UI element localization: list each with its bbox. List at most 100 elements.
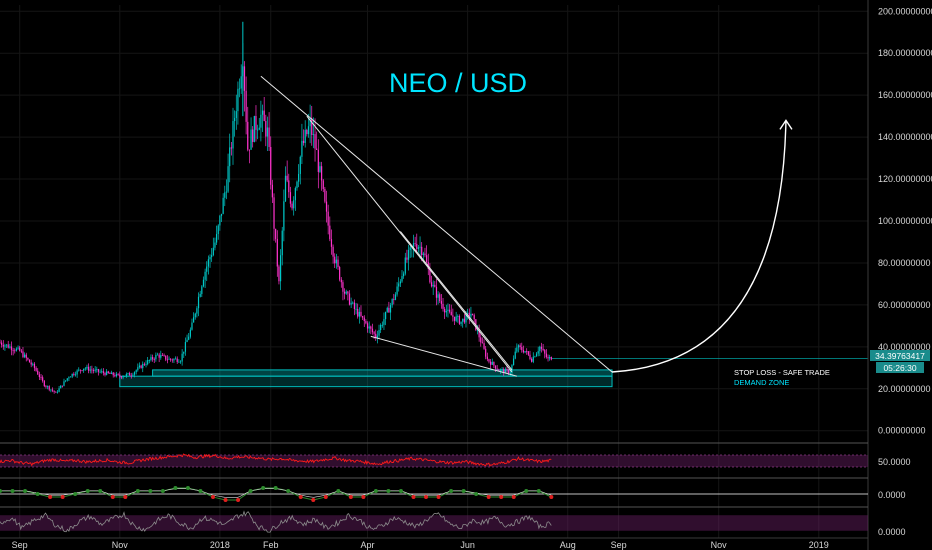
candle-body (279, 255, 282, 282)
candle-body (188, 336, 190, 340)
candle-body (478, 329, 480, 338)
candle-body (508, 369, 510, 374)
price-tick-label: 180.00000000 (878, 48, 932, 58)
macd-dot (424, 495, 429, 499)
candle-body (519, 345, 521, 347)
candle-body (540, 346, 543, 349)
price-tick-label: 40.00000000 (878, 342, 931, 352)
candle-body (174, 358, 177, 360)
price-tick-label: 20.00000000 (878, 384, 931, 394)
macd-dot (261, 486, 266, 490)
candle-body (150, 357, 152, 361)
candle-body (166, 359, 168, 361)
candle-body (275, 228, 277, 239)
candle-body (220, 213, 223, 216)
macd-dot (348, 495, 353, 499)
candle-body (4, 345, 6, 347)
candle-body (288, 180, 290, 193)
candle-body (260, 114, 262, 128)
candle-body (544, 350, 546, 354)
macd-dot (60, 495, 65, 499)
candle-body (304, 129, 306, 143)
price-tick-label: 200.00000000 (878, 6, 932, 16)
candle-body (189, 329, 191, 337)
candle-body (534, 356, 536, 358)
candle-body (399, 281, 401, 284)
candle-body (422, 253, 424, 255)
candle-body (102, 371, 104, 373)
candle-body (329, 225, 331, 240)
candle-body (535, 353, 538, 357)
candle-body (463, 318, 465, 323)
candle-body (453, 316, 456, 321)
candle-body (163, 355, 165, 356)
candle-body (325, 201, 328, 212)
stoch-band (0, 515, 868, 531)
candle-body (389, 305, 392, 313)
candle-body (124, 375, 126, 377)
macd-dot (236, 498, 241, 502)
candle-body (370, 326, 372, 329)
rsi-line (0, 453, 552, 467)
candle-body (409, 247, 411, 250)
candle-body (388, 307, 390, 313)
candle-body (417, 247, 420, 249)
candle-body (247, 121, 249, 150)
time-tick-label: Aug (560, 540, 576, 550)
candle-body (381, 324, 383, 326)
candle-body (526, 351, 528, 352)
candle-body (529, 354, 531, 359)
candle-body (155, 354, 157, 360)
candle-body (340, 279, 342, 283)
candle-body (209, 257, 211, 260)
candle-body (511, 365, 513, 373)
candle-body (270, 146, 272, 185)
candle-body (432, 284, 434, 287)
time-tick-label: Nov (112, 540, 129, 550)
candle-body (517, 345, 520, 348)
candle-body (444, 308, 446, 313)
candle-body (78, 369, 80, 371)
candle-body (483, 343, 485, 349)
macd-dot (286, 489, 291, 493)
price-tick-label: 140.00000000 (878, 132, 932, 142)
candle-body (133, 372, 136, 375)
candle-body (496, 368, 498, 370)
candle-body (316, 148, 318, 150)
macd-dot (373, 489, 378, 493)
candle-body (357, 308, 359, 317)
candle-body (447, 309, 449, 311)
trendlines (260, 75, 613, 377)
candle-body (547, 357, 549, 359)
candle-body (168, 358, 170, 360)
candle-body (33, 363, 36, 368)
macd-dot (449, 489, 454, 493)
candle-body (40, 377, 42, 378)
price-badge: 34.39763417 05:26:30 (870, 350, 930, 373)
candle-body (345, 291, 347, 294)
candle-body (107, 371, 109, 374)
macd-dot (549, 495, 554, 499)
candle-body (293, 200, 295, 209)
candle-body (263, 110, 265, 121)
candle-body (214, 242, 216, 248)
candle-body (132, 374, 134, 376)
macd-dot (73, 492, 78, 496)
macd-pane (0, 486, 868, 502)
candle-body (232, 121, 234, 149)
macd-dot (185, 486, 190, 490)
candle-body (206, 266, 208, 272)
candle-body (343, 291, 346, 294)
candle-body (25, 354, 27, 358)
stop-loss-label: STOP LOSS - SAFE TRADE (734, 368, 830, 377)
candle-body (498, 369, 500, 371)
candle-body (112, 372, 114, 376)
candle-body (173, 359, 175, 361)
candle-body (549, 357, 551, 359)
candle-body (255, 116, 257, 130)
candle-body (179, 361, 182, 363)
candle-body (363, 317, 365, 322)
candle-body (358, 311, 360, 317)
candle-body (186, 339, 188, 343)
candle-body (380, 324, 382, 331)
